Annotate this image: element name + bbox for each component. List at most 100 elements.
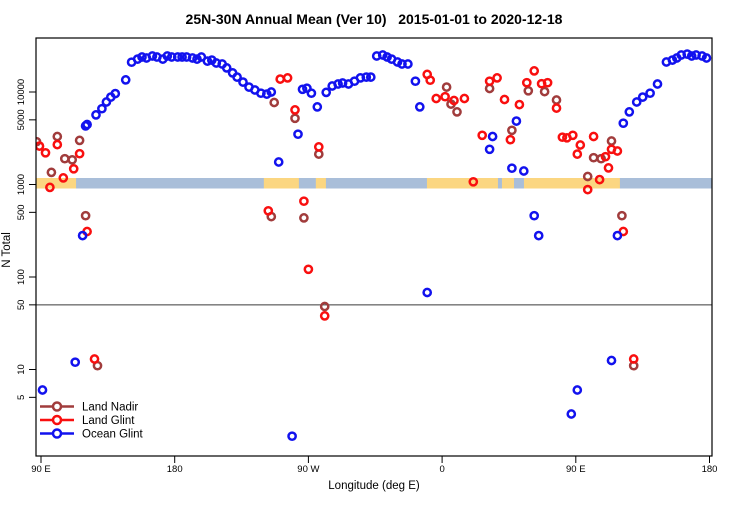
y-tick-label: 50 <box>16 300 27 311</box>
map-strip-land <box>36 178 77 189</box>
x-tick-label: 180 <box>702 464 718 475</box>
data-point-land-glint <box>542 77 553 88</box>
map-strip-land <box>263 178 299 189</box>
data-point-land-glint <box>319 311 330 321</box>
data-point-land-glint <box>557 132 568 143</box>
data-point-land-glint <box>567 130 578 141</box>
data-point-land-nadir <box>507 125 517 136</box>
data-point-ocean-glint <box>321 87 332 98</box>
map-strip-ocean <box>36 178 712 189</box>
map-strip-land <box>501 178 515 189</box>
data-point-land-glint <box>449 95 459 106</box>
data-point-ocean-glint <box>273 157 284 167</box>
data-point-ocean-glint <box>612 230 623 241</box>
data-point-land-glint <box>603 163 614 173</box>
data-point-land-glint <box>425 75 436 86</box>
data-point-land-glint <box>551 103 562 113</box>
data-point-land-nadir <box>551 95 562 105</box>
data-point-ocean-glint <box>487 131 498 142</box>
data-point-land-glint <box>572 149 583 159</box>
data-point-ocean-glint <box>631 97 642 107</box>
data-point-land-glint <box>477 130 488 141</box>
x-tick-label: 90 E <box>566 464 586 475</box>
data-point-land-glint <box>74 148 85 159</box>
data-point-land-glint <box>492 73 502 83</box>
data-point-land-glint <box>282 73 293 83</box>
data-point-land-glint <box>52 139 63 150</box>
data-point-ocean-glint <box>618 118 629 129</box>
data-point-ocean-glint <box>287 431 297 442</box>
data-point-ocean-glint <box>410 76 421 87</box>
data-point-land-glint <box>36 141 45 151</box>
y-tick-label: 10 <box>16 364 27 375</box>
data-point-ocean-glint <box>232 72 242 82</box>
data-points-layer <box>36 49 712 442</box>
data-point-ocean-glint <box>645 88 655 99</box>
data-point-ocean-glint <box>91 110 101 120</box>
data-point-land-nadir <box>46 167 57 178</box>
data-point-land-glint <box>588 131 599 142</box>
y-tick-label: 1000 <box>16 174 27 195</box>
data-point-ocean-glint <box>414 102 425 112</box>
data-point-ocean-glint <box>187 53 198 63</box>
data-point-ocean-glint <box>293 129 303 140</box>
x-axis-label: Longitude (deg E) <box>328 480 420 492</box>
data-point-land-nadir <box>452 107 462 117</box>
data-point-ocean-glint <box>312 102 323 112</box>
legend-item: Ocean Glint <box>40 428 144 441</box>
data-point-ocean-glint <box>221 63 232 73</box>
data-point-ocean-glint <box>266 87 277 97</box>
data-point-land-glint <box>499 94 510 105</box>
data-point-ocean-glint <box>652 79 663 89</box>
data-point-land-glint <box>263 205 274 216</box>
data-point-land-glint <box>275 74 286 84</box>
map-strip-land <box>523 178 620 189</box>
data-point-ocean-glint <box>566 409 577 419</box>
data-point-ocean-glint <box>511 116 522 126</box>
data-point-land-glint <box>529 66 540 76</box>
map-strip-land <box>315 178 326 189</box>
data-point-land-glint <box>514 99 525 110</box>
data-point-land-glint <box>505 134 516 145</box>
data-point-land-glint <box>594 174 605 185</box>
data-point-ocean-glint <box>147 51 158 61</box>
data-point-land-nadir <box>588 152 599 163</box>
y-tick-label: 100 <box>16 269 27 285</box>
data-point-ocean-glint <box>333 79 343 89</box>
data-point-land-glint <box>303 264 314 275</box>
data-point-ocean-glint <box>624 107 635 117</box>
data-point-land-glint <box>612 146 623 156</box>
data-point-land-nadir <box>67 154 78 165</box>
data-point-land-glint <box>89 354 100 364</box>
data-point-land-nadir <box>59 153 70 164</box>
data-point-ocean-glint <box>37 385 48 395</box>
legend-label: Land Glint <box>82 415 135 427</box>
y-tick-label: 5000 <box>16 109 27 130</box>
data-point-ocean-glint <box>361 72 372 82</box>
data-point-land-nadir <box>269 97 280 108</box>
data-point-ocean-glint <box>529 210 540 221</box>
legend-swatch-marker <box>51 414 63 426</box>
x-tick-label: 90 W <box>297 464 319 475</box>
y-tick-label: 5 <box>16 395 27 400</box>
data-point-land-glint <box>582 184 593 195</box>
data-point-ocean-glint <box>365 72 376 82</box>
data-point-land-glint <box>313 142 324 152</box>
legend-item: Land Glint <box>40 414 135 427</box>
data-point-ocean-glint <box>172 52 183 62</box>
legend-label: Land Nadir <box>82 402 138 414</box>
data-point-land-nadir <box>290 113 300 124</box>
data-point-ocean-glint <box>297 84 308 95</box>
data-point-ocean-glint <box>518 166 529 176</box>
data-point-land-glint <box>431 93 442 104</box>
data-point-ocean-glint <box>177 52 187 62</box>
data-point-land-glint <box>600 151 611 162</box>
data-point-land-glint <box>299 196 309 207</box>
data-point-ocean-glint <box>238 77 248 87</box>
data-point-land-glint <box>58 173 69 183</box>
data-point-land-glint <box>40 147 51 158</box>
data-point-ocean-glint <box>533 230 544 241</box>
